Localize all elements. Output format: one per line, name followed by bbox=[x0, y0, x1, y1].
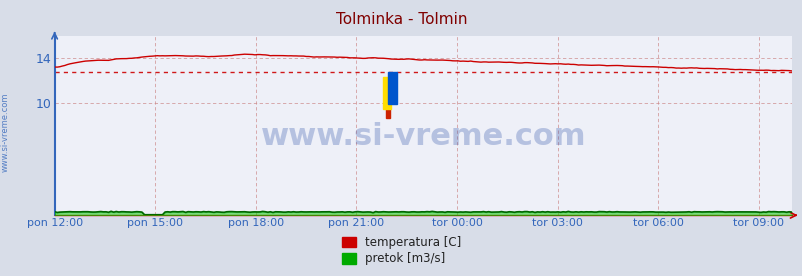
Text: www.si-vreme.com: www.si-vreme.com bbox=[0, 93, 10, 172]
Text: Tolminka - Tolmin: Tolminka - Tolmin bbox=[335, 12, 467, 27]
Bar bbox=[385, 102, 390, 118]
Bar bbox=[383, 77, 391, 109]
Legend: temperatura [C], pretok [m3/s]: temperatura [C], pretok [m3/s] bbox=[336, 231, 466, 270]
Text: www.si-vreme.com: www.si-vreme.com bbox=[260, 122, 585, 151]
Bar bbox=[387, 72, 396, 104]
